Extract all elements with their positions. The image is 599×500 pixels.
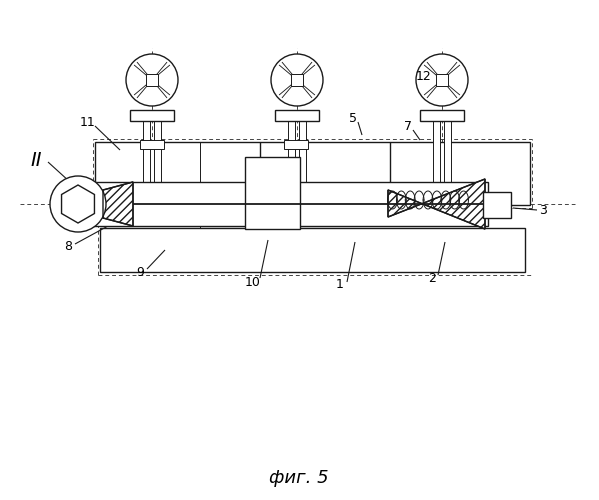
Bar xyxy=(275,110,319,121)
Text: фиг. 5: фиг. 5 xyxy=(269,469,329,487)
Text: 5: 5 xyxy=(349,112,357,124)
Bar xyxy=(483,192,511,218)
Text: 1: 1 xyxy=(336,278,344,291)
Polygon shape xyxy=(103,182,133,226)
Text: 8: 8 xyxy=(64,240,72,254)
Text: 2: 2 xyxy=(428,272,436,284)
Bar xyxy=(100,228,525,272)
Bar xyxy=(299,110,306,205)
Bar xyxy=(154,110,161,205)
Circle shape xyxy=(416,54,468,106)
Text: 7: 7 xyxy=(404,120,412,132)
Bar xyxy=(433,110,440,205)
Circle shape xyxy=(271,54,323,106)
Text: 10: 10 xyxy=(245,276,261,288)
Text: 3: 3 xyxy=(539,204,547,216)
Polygon shape xyxy=(388,179,485,229)
Bar xyxy=(143,110,150,205)
Bar xyxy=(140,140,164,149)
Text: 12: 12 xyxy=(416,70,432,84)
Bar xyxy=(245,157,300,229)
Text: 9: 9 xyxy=(136,266,144,278)
Bar xyxy=(65,182,488,226)
Circle shape xyxy=(50,176,106,232)
Circle shape xyxy=(126,54,178,106)
Bar xyxy=(420,110,464,121)
Bar xyxy=(95,142,530,205)
Text: 11: 11 xyxy=(80,116,96,128)
Bar xyxy=(130,110,174,121)
Bar xyxy=(436,74,448,86)
Bar xyxy=(146,74,158,86)
Bar xyxy=(291,74,303,86)
Bar xyxy=(288,110,295,205)
Bar xyxy=(284,140,308,149)
Text: II: II xyxy=(31,150,42,170)
Bar xyxy=(444,110,451,205)
